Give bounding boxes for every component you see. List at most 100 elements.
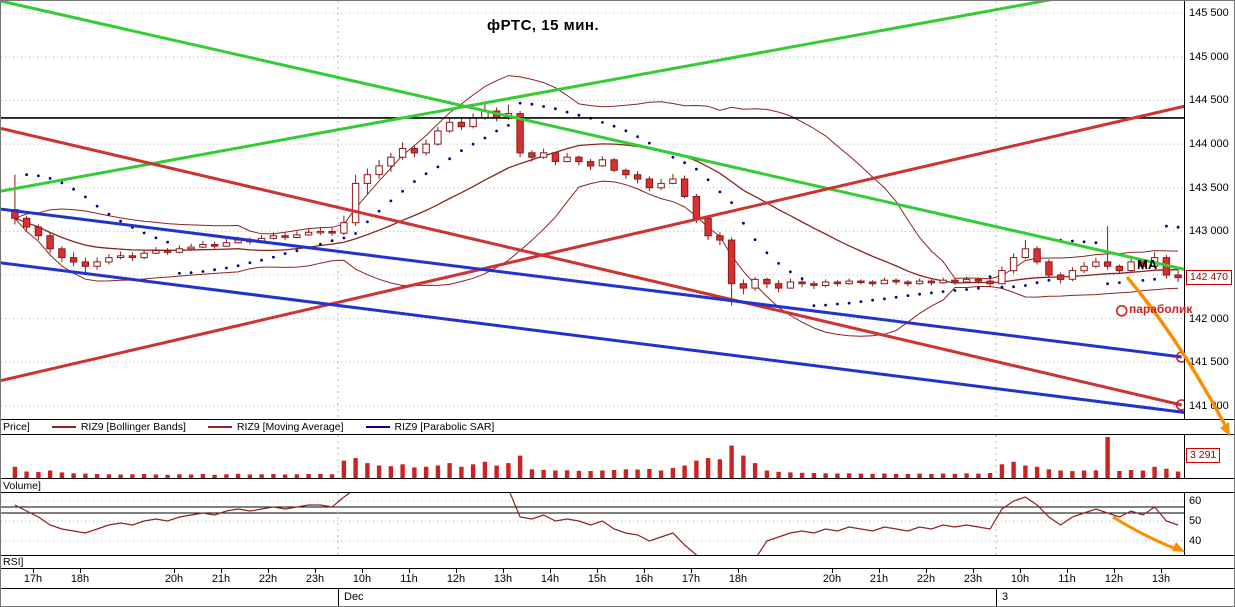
time-axis-tick [1161, 569, 1162, 573]
parabolic-sar-dot [154, 236, 158, 240]
parabolic-sar-dot [72, 187, 75, 191]
parabolic-sar-dot [777, 262, 780, 265]
candle [469, 117, 477, 128]
time-axis-tick [691, 569, 692, 573]
parabolic-sar-dot [1071, 239, 1074, 243]
candle [187, 246, 195, 250]
price-axis-label: 141 500 [1189, 356, 1229, 368]
candle [598, 159, 607, 167]
candle [622, 169, 630, 176]
rsi-pane[interactable] [1, 493, 1184, 555]
candle [1033, 248, 1041, 263]
candle [892, 279, 900, 283]
parabolic-sar-dot [953, 289, 957, 292]
time-axis-label: 11h [400, 573, 418, 585]
volume-bar [24, 471, 29, 478]
volume-bar [71, 473, 76, 478]
parabolic-sar-dot [107, 212, 111, 216]
volume-pane[interactable] [1, 435, 1184, 478]
volume-bar [1175, 471, 1181, 478]
parabolic-sar-dot [671, 155, 675, 159]
candle [1045, 261, 1053, 276]
parabolic-sar-line-swatch [365, 426, 390, 428]
volume-bar [259, 474, 264, 478]
legend-label: RIZ9 [Parabolic SAR] [394, 421, 495, 433]
candle [293, 234, 301, 238]
candle [798, 281, 806, 285]
chart-title: фРТС, 15 мин. [487, 17, 600, 34]
volume-bar [905, 473, 911, 478]
candle [575, 156, 583, 163]
candle [927, 280, 936, 284]
parabolic-sar-dot [330, 239, 334, 243]
volume-bar [858, 473, 864, 478]
legend-item-bollinger[interactable]: RIZ9 [Bollinger Bands] [51, 421, 186, 433]
parabolic-sar-dot [577, 113, 581, 117]
volume-bar [541, 469, 546, 478]
trendline-blue-channel-upper [1, 207, 1182, 359]
volume-bar [940, 473, 946, 478]
time-axis-label: 11h [1058, 573, 1076, 585]
price-axis-label: 141 000 [1189, 400, 1229, 412]
volume-bar [435, 465, 441, 478]
parabolic-sar-dot [859, 300, 863, 303]
trendline-red-uptrend [1, 104, 1184, 383]
parabolic-sar-dot [1176, 225, 1180, 229]
candle [93, 261, 101, 267]
parabolic-sar-dot [800, 277, 804, 280]
parabolic-sar-dot [236, 264, 240, 268]
volume-bar [235, 473, 241, 478]
price-axis[interactable]: 145 500 145 000 144 500 144 000 143 500 143 0… [1185, 1, 1234, 419]
candle [845, 280, 853, 285]
parabolic-sar-dot [213, 268, 217, 272]
volume-bar [929, 473, 934, 478]
time-axis-tick [221, 569, 222, 573]
volume-bar [106, 474, 112, 478]
candle [163, 250, 172, 253]
volume-bar [376, 465, 382, 478]
candle [986, 280, 994, 285]
volume-bar [811, 473, 817, 478]
volume-bar [329, 474, 335, 478]
parabolic-sar-dot [1094, 241, 1098, 245]
volume-bar [576, 470, 582, 478]
volume-bar [917, 473, 922, 478]
volume-bar [247, 474, 253, 478]
day-separator [996, 589, 997, 606]
volume-bar [999, 464, 1005, 478]
volume-bar [1058, 470, 1063, 478]
parabolic-sar-dot [1141, 279, 1145, 282]
candle [1115, 265, 1124, 272]
candle [269, 235, 278, 239]
bollinger-lower [14, 180, 1179, 337]
time-axis-tick [456, 569, 457, 573]
volume-bar [153, 474, 159, 478]
parabolic-sar-dot [636, 135, 639, 139]
candle [175, 248, 184, 253]
rsi-axis-label: 60 [1189, 495, 1202, 507]
candle [751, 278, 759, 289]
parabolic-sar-dot [648, 141, 651, 145]
period-label: 3 [1002, 591, 1009, 603]
trendline-blue-channel-lower [1, 261, 1184, 414]
time-axis-tick [1114, 569, 1115, 573]
candle [457, 121, 466, 128]
candle [1103, 261, 1112, 267]
parabolic-sar-dot [988, 275, 992, 279]
volume-bar [623, 469, 629, 478]
legend-item-moving-average[interactable]: RIZ9 [Moving Average] [207, 421, 344, 433]
volume-bar [776, 471, 781, 478]
rsi-pane-label: RSI] [3, 556, 24, 568]
trendline-red-downtrend [1, 126, 1182, 407]
main-price-pane[interactable] [1, 1, 1184, 419]
parabolic-sar-dot [906, 294, 910, 297]
parabolic-sar-dot [25, 173, 28, 177]
parabolic-sar-dot [166, 240, 170, 244]
candle [1056, 274, 1065, 280]
time-axis-label: 12h [1104, 573, 1124, 585]
time-axis[interactable]: 17h 18h 20h 21h 22h 23h 10h 11h 12h 13h 14h 15h 16h 1… [1, 569, 1234, 589]
time-axis-label: 17h [681, 573, 701, 585]
legend-item-parabolic-sar[interactable]: RIZ9 [Parabolic SAR] [365, 421, 495, 433]
parabolic-sar-dot [789, 270, 792, 274]
volume-pane-label: Volume] [3, 479, 41, 492]
